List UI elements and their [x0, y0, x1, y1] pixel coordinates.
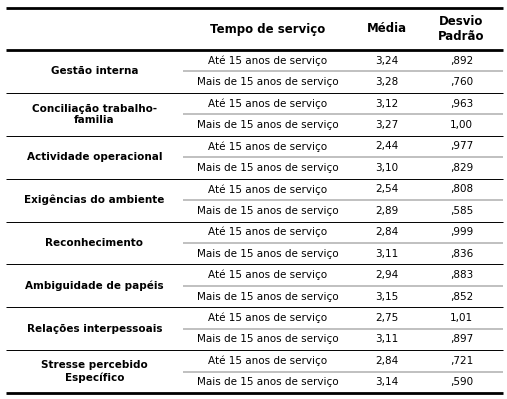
Text: Conciliação trabalho-
familia: Conciliação trabalho- familia — [32, 103, 157, 125]
Text: ,585: ,585 — [450, 206, 473, 216]
Text: ,963: ,963 — [450, 99, 473, 109]
Text: 3,11: 3,11 — [375, 249, 398, 259]
Text: ,897: ,897 — [450, 334, 473, 344]
Text: 1,01: 1,01 — [450, 313, 473, 323]
Text: 2,94: 2,94 — [375, 270, 398, 280]
Text: ,999: ,999 — [450, 227, 473, 237]
Text: Reconhecimento: Reconhecimento — [46, 238, 143, 248]
Text: ,808: ,808 — [450, 184, 473, 194]
Text: Mais de 15 anos de serviço: Mais de 15 anos de serviço — [197, 120, 339, 130]
Text: Gestão interna: Gestão interna — [51, 67, 138, 77]
Text: Até 15 anos de serviço: Até 15 anos de serviço — [208, 55, 328, 66]
Text: ,829: ,829 — [450, 163, 473, 173]
Text: ,590: ,590 — [450, 377, 473, 387]
Text: ,977: ,977 — [450, 142, 473, 152]
Text: 3,24: 3,24 — [375, 56, 398, 66]
Text: ,721: ,721 — [450, 356, 473, 366]
Text: Mais de 15 anos de serviço: Mais de 15 anos de serviço — [197, 377, 339, 387]
Text: Exigências do ambiente: Exigências do ambiente — [24, 195, 165, 205]
Text: 3,15: 3,15 — [375, 292, 398, 302]
Text: Até 15 anos de serviço: Até 15 anos de serviço — [208, 270, 328, 280]
Text: Mais de 15 anos de serviço: Mais de 15 anos de serviço — [197, 163, 339, 173]
Text: Média: Média — [367, 22, 407, 36]
Text: 1,00: 1,00 — [450, 120, 473, 130]
Text: Mais de 15 anos de serviço: Mais de 15 anos de serviço — [197, 249, 339, 259]
Text: 3,14: 3,14 — [375, 377, 398, 387]
Text: 3,11: 3,11 — [375, 334, 398, 344]
Text: Actividade operacional: Actividade operacional — [27, 152, 162, 162]
Text: Mais de 15 anos de serviço: Mais de 15 anos de serviço — [197, 292, 339, 302]
Text: 3,27: 3,27 — [375, 120, 398, 130]
Text: 2,54: 2,54 — [375, 184, 398, 194]
Text: 2,75: 2,75 — [375, 313, 398, 323]
Text: Até 15 anos de serviço: Até 15 anos de serviço — [208, 141, 328, 152]
Text: 3,28: 3,28 — [375, 77, 398, 87]
Text: ,760: ,760 — [450, 77, 473, 87]
Text: Mais de 15 anos de serviço: Mais de 15 anos de serviço — [197, 334, 339, 344]
Text: Até 15 anos de serviço: Até 15 anos de serviço — [208, 313, 328, 323]
Text: Até 15 anos de serviço: Até 15 anos de serviço — [208, 227, 328, 237]
Text: Ambiguidade de papéis: Ambiguidade de papéis — [25, 280, 164, 291]
Text: Até 15 anos de serviço: Até 15 anos de serviço — [208, 356, 328, 366]
Text: Mais de 15 anos de serviço: Mais de 15 anos de serviço — [197, 77, 339, 87]
Text: Desvio
Padrão: Desvio Padrão — [438, 15, 485, 43]
Text: 2,89: 2,89 — [375, 206, 398, 216]
Text: Mais de 15 anos de serviço: Mais de 15 anos de serviço — [197, 206, 339, 216]
Text: ,892: ,892 — [450, 56, 473, 66]
Text: ,883: ,883 — [450, 270, 473, 280]
Text: 3,10: 3,10 — [375, 163, 398, 173]
Text: 2,84: 2,84 — [375, 227, 398, 237]
Text: Stresse percebido
Específico: Stresse percebido Específico — [41, 360, 148, 383]
Text: Relações interpessoais: Relações interpessoais — [27, 324, 162, 334]
Text: Tempo de serviço: Tempo de serviço — [210, 22, 325, 36]
Text: Até 15 anos de serviço: Até 15 anos de serviço — [208, 98, 328, 109]
Text: Até 15 anos de serviço: Até 15 anos de serviço — [208, 184, 328, 195]
Text: ,852: ,852 — [450, 292, 473, 302]
Text: 3,12: 3,12 — [375, 99, 398, 109]
Text: ,836: ,836 — [450, 249, 473, 259]
Text: 2,84: 2,84 — [375, 356, 398, 366]
Text: 2,44: 2,44 — [375, 142, 398, 152]
